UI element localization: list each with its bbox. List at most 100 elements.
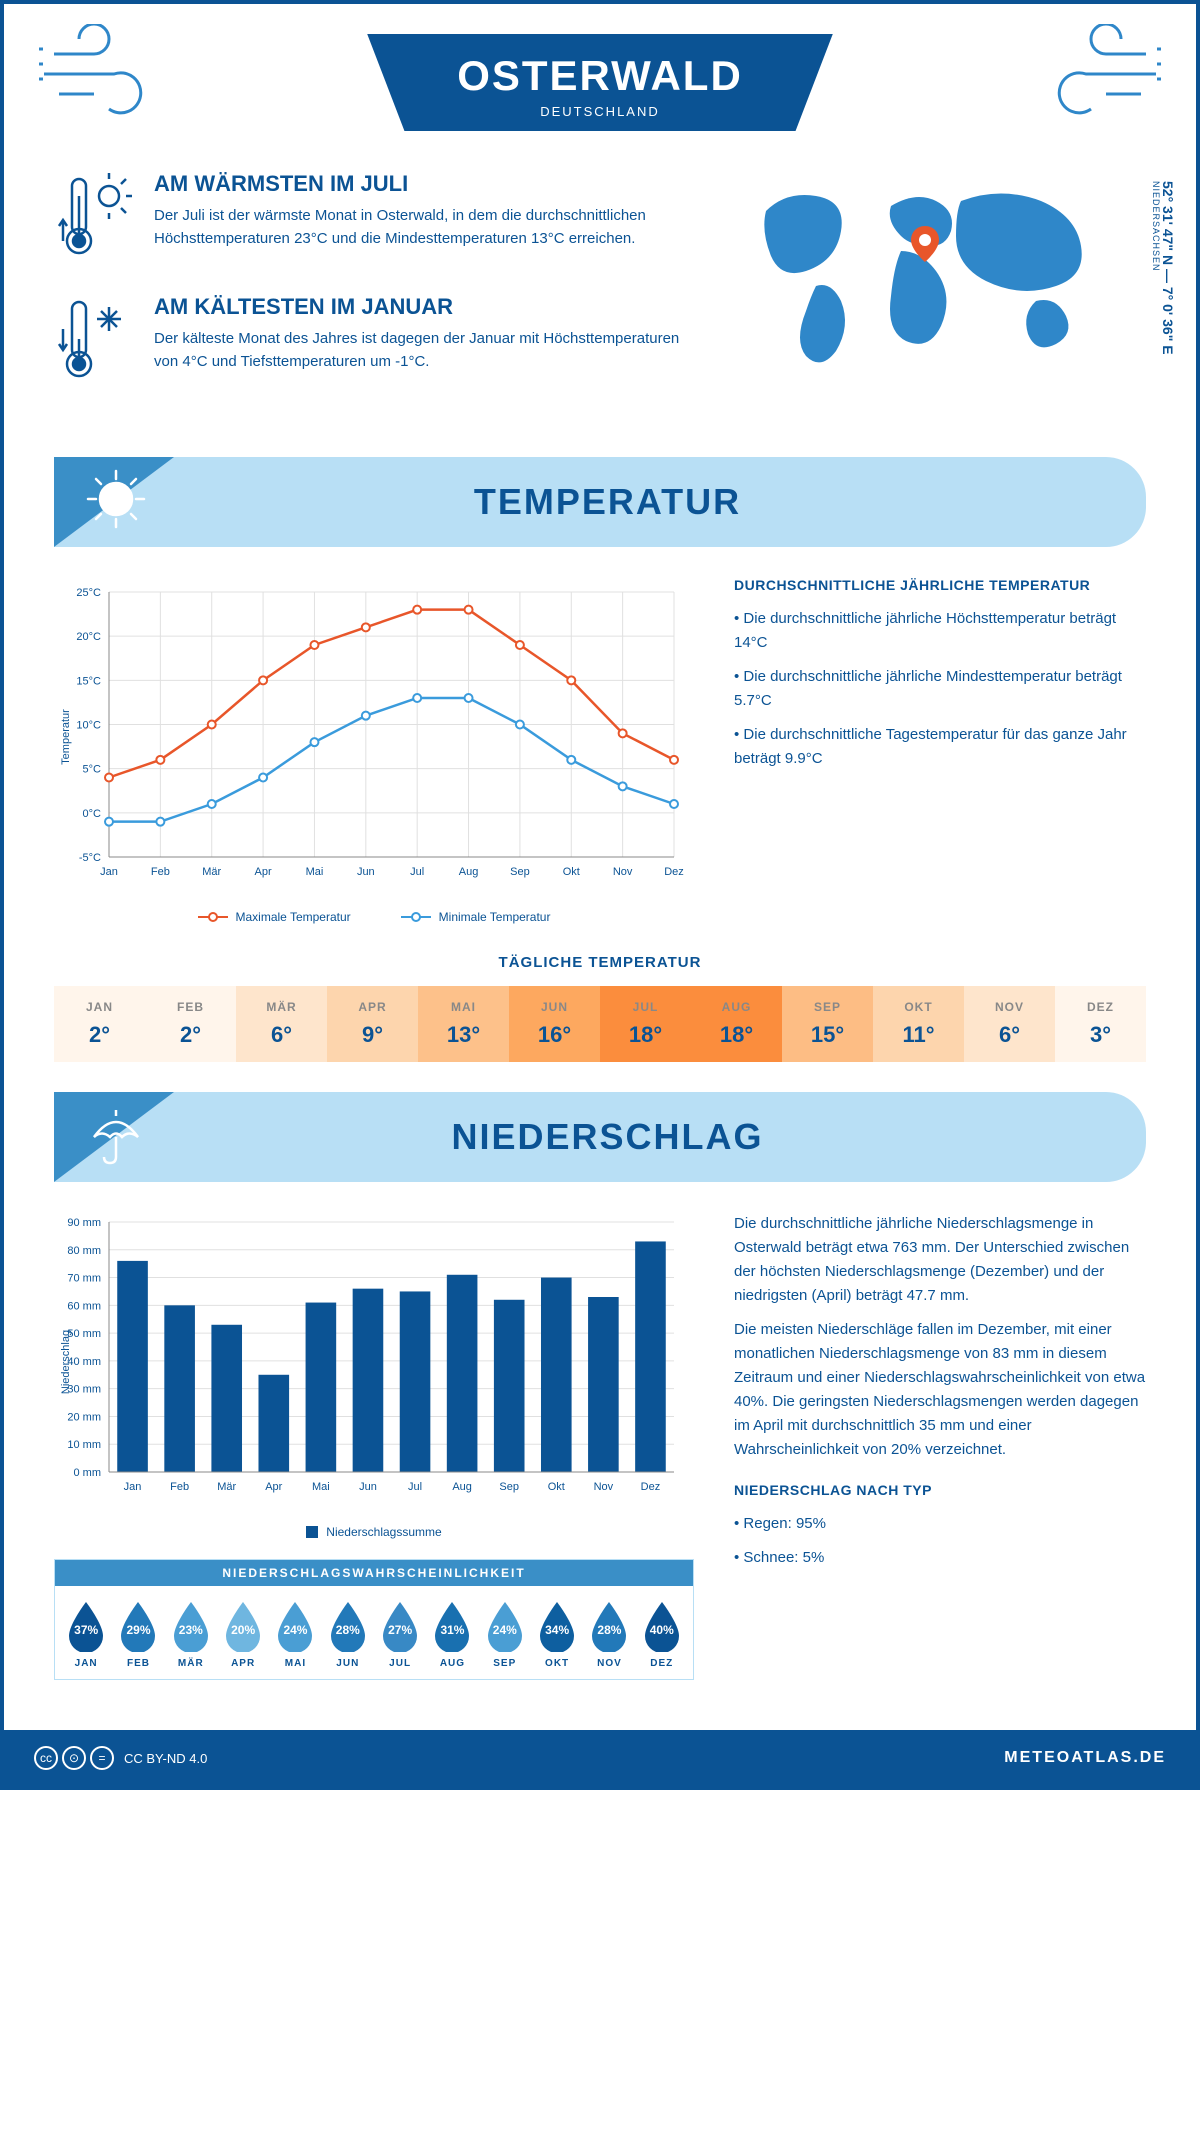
temperature-chart: -5°C0°C5°C10°C15°C20°C25°CJanFebMärAprMa… <box>54 577 694 924</box>
svg-text:Nov: Nov <box>613 866 633 878</box>
section-temperature: TEMPERATUR <box>54 457 1146 547</box>
coordinates: 52° 31' 47" N — 7° 0' 36" E <box>1160 181 1176 355</box>
svg-text:Mai: Mai <box>306 866 324 878</box>
site-name: METEOATLAS.DE <box>1004 1749 1166 1767</box>
daily-cell: AUG18° <box>691 986 782 1062</box>
svg-text:15°C: 15°C <box>76 675 101 687</box>
sun-icon <box>84 467 149 537</box>
svg-text:0°C: 0°C <box>83 808 102 820</box>
drop-item: 29%FEB <box>117 1600 159 1669</box>
daily-cell: JUL18° <box>600 986 691 1062</box>
svg-text:20 mm: 20 mm <box>67 1411 101 1423</box>
section-precipitation: NIEDERSCHLAG <box>54 1092 1146 1182</box>
daily-cell: MAI13° <box>418 986 509 1062</box>
temperature-summary: DURCHSCHNITTLICHE JÄHRLICHE TEMPERATUR •… <box>734 577 1146 924</box>
svg-text:Apr: Apr <box>265 1481 282 1493</box>
drop-item: 37%JAN <box>65 1600 107 1669</box>
svg-text:Nov: Nov <box>594 1481 614 1493</box>
svg-text:80 mm: 80 mm <box>67 1245 101 1257</box>
svg-text:Mai: Mai <box>312 1481 330 1493</box>
svg-text:Feb: Feb <box>151 866 170 878</box>
daily-cell: JUN16° <box>509 986 600 1062</box>
svg-text:30 mm: 30 mm <box>67 1384 101 1396</box>
precipitation-chart: 0 mm10 mm20 mm30 mm40 mm50 mm60 mm70 mm8… <box>54 1212 694 1539</box>
svg-text:Jul: Jul <box>410 866 424 878</box>
svg-text:Mär: Mär <box>202 866 221 878</box>
daily-cell: NOV6° <box>964 986 1055 1062</box>
drop-item: 23%MÄR <box>170 1600 212 1669</box>
wind-icon <box>1026 24 1166 129</box>
section-title: TEMPERATUR <box>189 481 1026 523</box>
svg-text:Jan: Jan <box>124 1481 142 1493</box>
page-subtitle: DEUTSCHLAND <box>457 104 743 119</box>
drop-item: 40%DEZ <box>641 1600 683 1669</box>
svg-text:Okt: Okt <box>548 1481 565 1493</box>
location-marker-icon <box>911 226 939 267</box>
svg-text:Aug: Aug <box>452 1481 472 1493</box>
page-title: OSTERWALD <box>457 52 743 100</box>
svg-text:Sep: Sep <box>510 866 530 878</box>
legend-precip: Niederschlagssumme <box>306 1525 441 1539</box>
drop-item: 24%MAI <box>274 1600 316 1669</box>
svg-text:Jun: Jun <box>359 1481 377 1493</box>
drop-item: 20%APR <box>222 1600 264 1669</box>
svg-text:10°C: 10°C <box>76 720 101 732</box>
daily-cell: MÄR6° <box>236 986 327 1062</box>
svg-text:Jul: Jul <box>408 1481 422 1493</box>
svg-text:50 mm: 50 mm <box>67 1328 101 1340</box>
map-icon <box>726 171 1106 371</box>
license-text: CC BY-ND 4.0 <box>124 1751 207 1766</box>
svg-text:Okt: Okt <box>563 866 580 878</box>
svg-text:25°C: 25°C <box>76 587 101 599</box>
daily-cell: SEP15° <box>782 986 873 1062</box>
cold-text: Der kälteste Monat des Jahres ist dagege… <box>154 328 686 373</box>
svg-text:Apr: Apr <box>255 866 272 878</box>
svg-text:-5°C: -5°C <box>79 852 101 864</box>
svg-text:Mär: Mär <box>217 1481 236 1493</box>
svg-text:Dez: Dez <box>641 1481 661 1493</box>
svg-text:Sep: Sep <box>499 1481 519 1493</box>
warm-text: Der Juli ist der wärmste Monat in Osterw… <box>154 205 686 250</box>
legend-max: Maximale Temperatur <box>198 910 351 924</box>
daily-cell: FEB2° <box>145 986 236 1062</box>
svg-text:0 mm: 0 mm <box>74 1467 102 1479</box>
warm-title: AM WÄRMSTEN IM JULI <box>154 171 686 197</box>
svg-text:90 mm: 90 mm <box>67 1217 101 1229</box>
svg-text:20°C: 20°C <box>76 631 101 643</box>
svg-text:40 mm: 40 mm <box>67 1356 101 1368</box>
drop-item: 28%NOV <box>588 1600 630 1669</box>
footer: cc⊙= CC BY-ND 4.0 METEOATLAS.DE <box>4 1730 1196 1786</box>
drop-item: 31%AUG <box>431 1600 473 1669</box>
drop-item: 24%SEP <box>484 1600 526 1669</box>
header: OSTERWALD DEUTSCHLAND <box>54 34 1146 131</box>
svg-text:Dez: Dez <box>664 866 684 878</box>
daily-temp-grid: JAN2°FEB2°MÄR6°APR9°MAI13°JUN16°JUL18°AU… <box>54 986 1146 1062</box>
svg-text:Feb: Feb <box>170 1481 189 1493</box>
drop-item: 28%JUN <box>327 1600 369 1669</box>
umbrella-icon <box>84 1102 149 1172</box>
daily-temp-title: TÄGLICHE TEMPERATUR <box>54 954 1146 971</box>
svg-text:70 mm: 70 mm <box>67 1273 101 1285</box>
daily-cell: JAN2° <box>54 986 145 1062</box>
title-ribbon: OSTERWALD DEUTSCHLAND <box>367 34 833 131</box>
thermometer-sun-icon <box>54 171 134 266</box>
world-map: NIEDERSACHSEN 52° 31' 47" N — 7° 0' 36" … <box>726 171 1146 417</box>
precipitation-summary: Die durchschnittliche jährliche Niedersc… <box>734 1212 1146 1680</box>
daily-cell: APR9° <box>327 986 418 1062</box>
precipitation-probability: NIEDERSCHLAGSWAHRSCHEINLICHKEIT 37%JAN29… <box>54 1559 694 1680</box>
daily-cell: OKT11° <box>873 986 964 1062</box>
cold-block: AM KÄLTESTEN IM JANUAR Der kälteste Mona… <box>54 294 686 389</box>
daily-cell: DEZ3° <box>1055 986 1146 1062</box>
svg-text:Niederschlag: Niederschlag <box>60 1330 72 1394</box>
drop-item: 34%OKT <box>536 1600 578 1669</box>
thermometer-snow-icon <box>54 294 134 389</box>
svg-text:Aug: Aug <box>459 866 479 878</box>
svg-text:5°C: 5°C <box>83 764 102 776</box>
wind-icon <box>34 24 174 129</box>
svg-text:10 mm: 10 mm <box>67 1439 101 1451</box>
svg-text:Jun: Jun <box>357 866 375 878</box>
drop-item: 27%JUL <box>379 1600 421 1669</box>
warm-block: AM WÄRMSTEN IM JULI Der Juli ist der wär… <box>54 171 686 266</box>
legend-min: Minimale Temperatur <box>401 910 551 924</box>
section-title: NIEDERSCHLAG <box>189 1116 1026 1158</box>
